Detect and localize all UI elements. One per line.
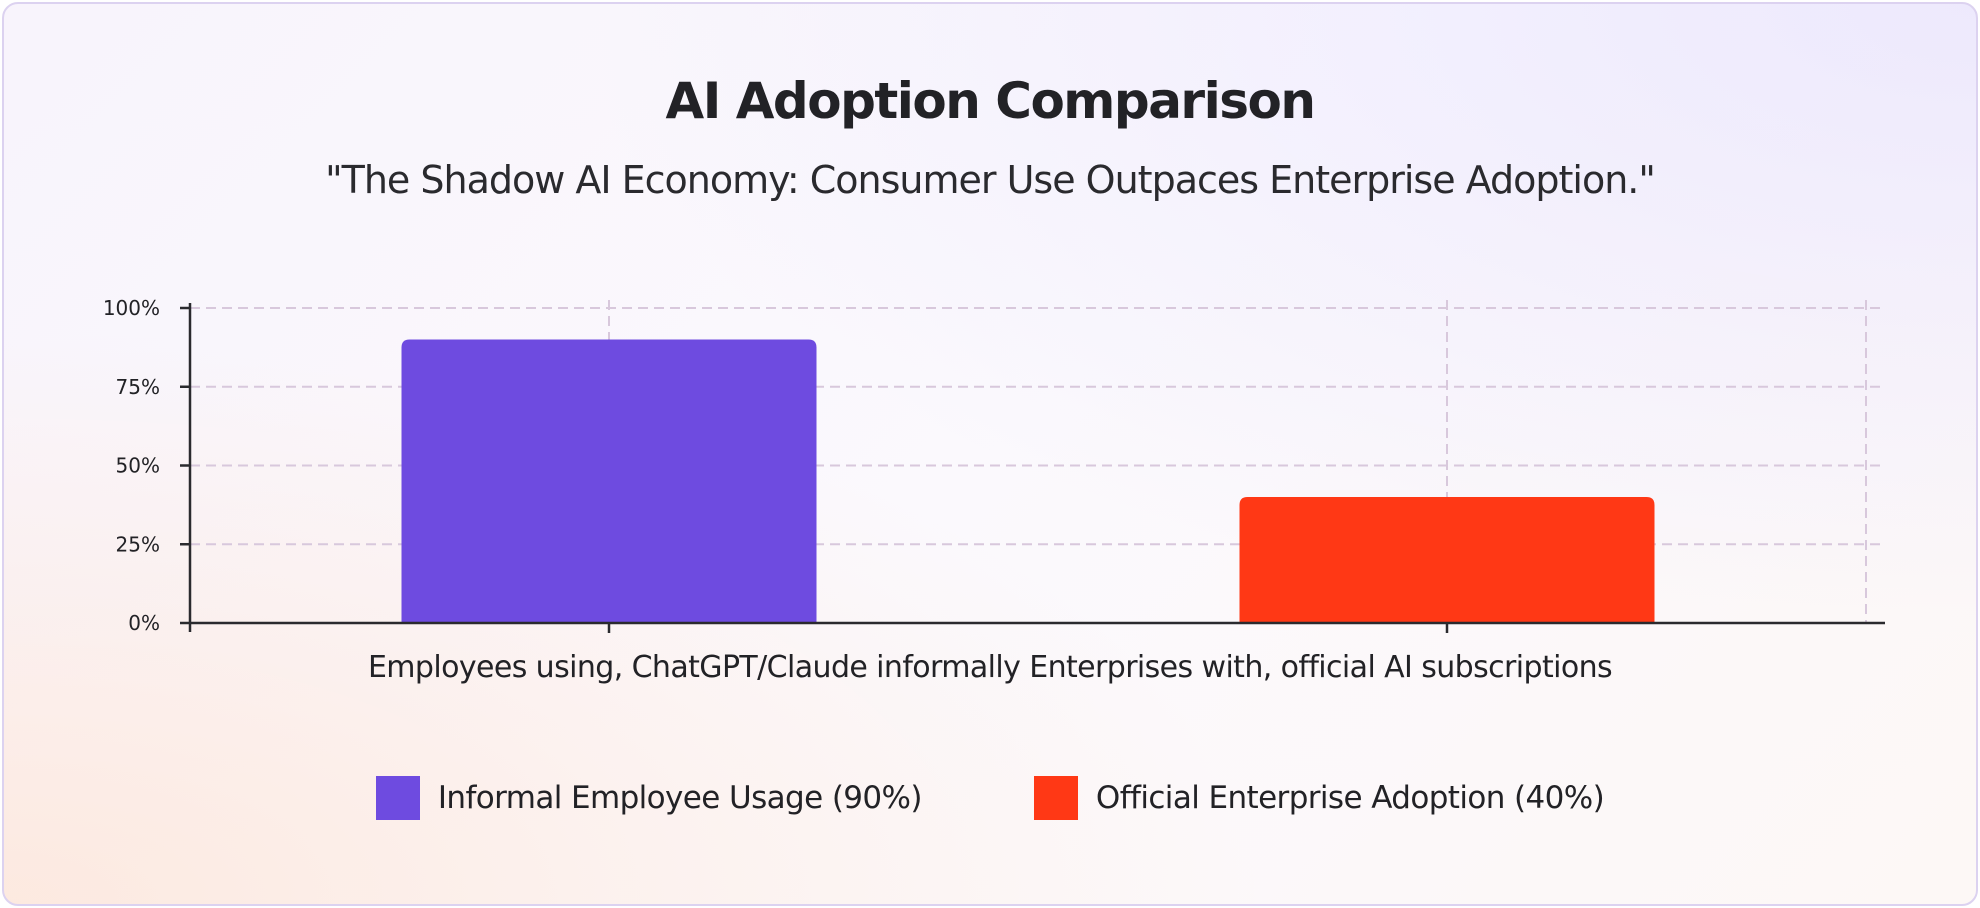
legend-label-informal: Informal Employee Usage (90%) — [437, 780, 923, 816]
y-tick-label: 25% — [116, 532, 160, 556]
legend-label-official: Official Enterprise Adoption (40%) — [1095, 780, 1605, 816]
legend-swatch-official — [1033, 776, 1078, 820]
x-axis-label: Employees using, ChatGPT/Claude informal… — [367, 650, 1613, 685]
y-tick-label: 0% — [128, 611, 160, 635]
legend-item-official: Official Enterprise Adoption (40%) — [1033, 776, 1605, 820]
y-tick-label: 100% — [103, 296, 160, 320]
legend-swatch-informal — [375, 776, 420, 820]
y-ticks: 0% 25% 50% 75% 100% — [103, 296, 190, 635]
y-tick-label: 75% — [116, 375, 160, 399]
y-tick-label: 50% — [116, 454, 160, 478]
chart-subtitle: "The Shadow AI Economy: Consumer Use Out… — [325, 158, 1656, 202]
chart-title: AI Adoption Comparison — [665, 72, 1316, 130]
legend-item-informal: Informal Employee Usage (90%) — [375, 776, 923, 820]
bar-informal — [401, 339, 817, 623]
axes — [188, 303, 1885, 633]
bars — [401, 339, 1655, 623]
bar-official — [1239, 497, 1655, 623]
legend: Informal Employee Usage (90%) Official E… — [0, 776, 1980, 820]
